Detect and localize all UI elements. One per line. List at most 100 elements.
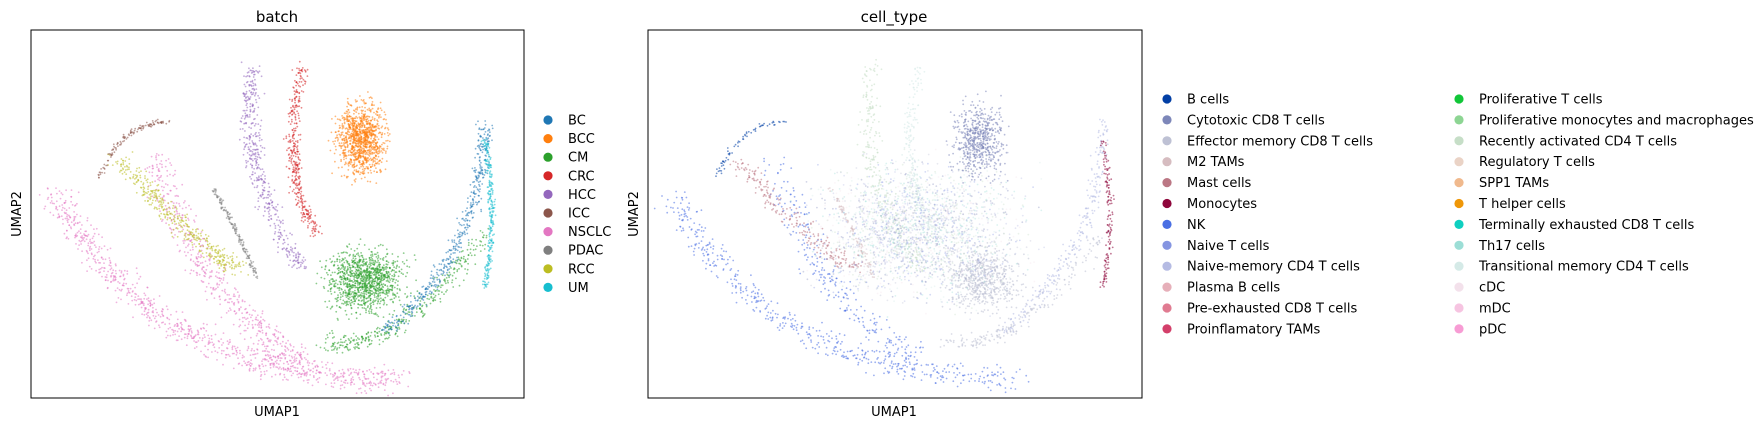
scatter-point: [100, 168, 102, 170]
scatter-point: [281, 345, 283, 347]
scatter-point: [298, 153, 301, 156]
scatter-point: [167, 202, 170, 204]
scatter-point: [375, 125, 378, 128]
scatter-point: [360, 268, 363, 271]
scatter-point: [56, 192, 58, 195]
scatter-point: [142, 183, 145, 186]
scatter-point: [125, 156, 127, 159]
scatter-point: [289, 156, 291, 159]
scatter-point: [375, 268, 378, 271]
scatter-point: [86, 219, 89, 222]
scatter-point: [372, 259, 374, 262]
scatter-point: [129, 171, 132, 173]
scatter-point: [337, 266, 340, 269]
scatter-point: [343, 122, 346, 125]
scatter-point: [277, 235, 280, 238]
scatter-point: [375, 296, 378, 298]
scatter-point: [382, 244, 384, 247]
scatter-point: [365, 309, 367, 312]
scatter-point: [234, 230, 237, 233]
scatter-point: [296, 367, 299, 369]
scatter-point: [47, 196, 50, 199]
scatter-point: [294, 242, 297, 245]
scatter-point: [162, 315, 165, 317]
scatter-point: [81, 237, 84, 240]
scatter-point: [164, 215, 167, 218]
scatter-point: [292, 150, 295, 153]
scatter-point: [373, 170, 376, 173]
scatter-point: [304, 70, 307, 72]
scatter-point: [294, 113, 297, 116]
scatter-point: [351, 274, 354, 277]
scatter-point: [384, 384, 387, 387]
scatter-point: [355, 253, 358, 256]
scatter-point: [69, 216, 71, 219]
scatter-point: [102, 166, 105, 169]
scatter-point: [299, 180, 301, 183]
scatter-point: [291, 251, 294, 253]
scatter-point: [286, 149, 288, 152]
scatter-point: [368, 312, 371, 315]
scatter-point: [257, 330, 260, 332]
scatter-point: [279, 342, 282, 345]
scatter-point: [175, 202, 178, 204]
scatter-point: [151, 171, 154, 174]
scatter-point: [255, 131, 257, 134]
scatter-point: [186, 229, 189, 232]
scatter-point: [283, 352, 285, 355]
scatter-point: [216, 359, 218, 361]
scatter-point: [240, 271, 242, 273]
scatter-point: [244, 112, 247, 115]
scatter-point: [81, 250, 83, 253]
scatter-point: [364, 150, 367, 153]
scatter-point: [379, 114, 381, 116]
scatter-point: [199, 262, 202, 265]
scatter-point: [354, 129, 357, 131]
scatter-point: [187, 219, 190, 221]
scatter-point: [344, 266, 347, 268]
scatter-point: [346, 114, 348, 117]
scatter-point: [181, 183, 184, 186]
scatter-point: [230, 264, 233, 267]
scatter-point: [291, 190, 294, 193]
scatter-point: [304, 82, 306, 85]
scatter-point: [301, 77, 303, 79]
scatter-point: [396, 287, 399, 290]
scatter-point: [152, 121, 155, 124]
scatter-point: [129, 132, 132, 135]
scatter-point: [255, 69, 257, 72]
scatter-point: [207, 348, 209, 351]
scatter-point: [63, 232, 66, 235]
scatter-point: [347, 113, 349, 115]
scatter-point: [272, 206, 275, 209]
scatter-point: [306, 371, 309, 373]
scatter-point: [298, 175, 301, 178]
scatter-point: [111, 152, 114, 155]
scatter-point: [180, 221, 182, 224]
scatter-point: [256, 352, 259, 355]
scatter-point: [315, 379, 318, 381]
scatter-point: [202, 270, 205, 273]
scatter-point: [263, 154, 266, 156]
scatter-point: [271, 200, 274, 203]
scatter-point: [216, 196, 219, 199]
scatter-point: [392, 369, 395, 371]
scatter-point: [233, 267, 236, 270]
scatter-point: [353, 276, 356, 279]
scatter-point: [380, 133, 383, 136]
scatter-point: [268, 213, 270, 215]
scatter-point: [256, 186, 258, 189]
scatter-point: [342, 151, 345, 154]
scatter-point: [103, 168, 106, 170]
scatter-point: [348, 279, 351, 282]
scatter-point: [173, 216, 176, 219]
scatter-point: [362, 160, 365, 163]
scatter-point: [232, 252, 235, 254]
scatter-point: [336, 375, 339, 378]
scatter-point: [123, 278, 125, 281]
scatter-point: [369, 305, 372, 308]
scatter-point: [166, 218, 169, 221]
scatter-point: [262, 189, 265, 192]
scatter-point: [204, 260, 207, 263]
scatter-point: [352, 368, 355, 370]
